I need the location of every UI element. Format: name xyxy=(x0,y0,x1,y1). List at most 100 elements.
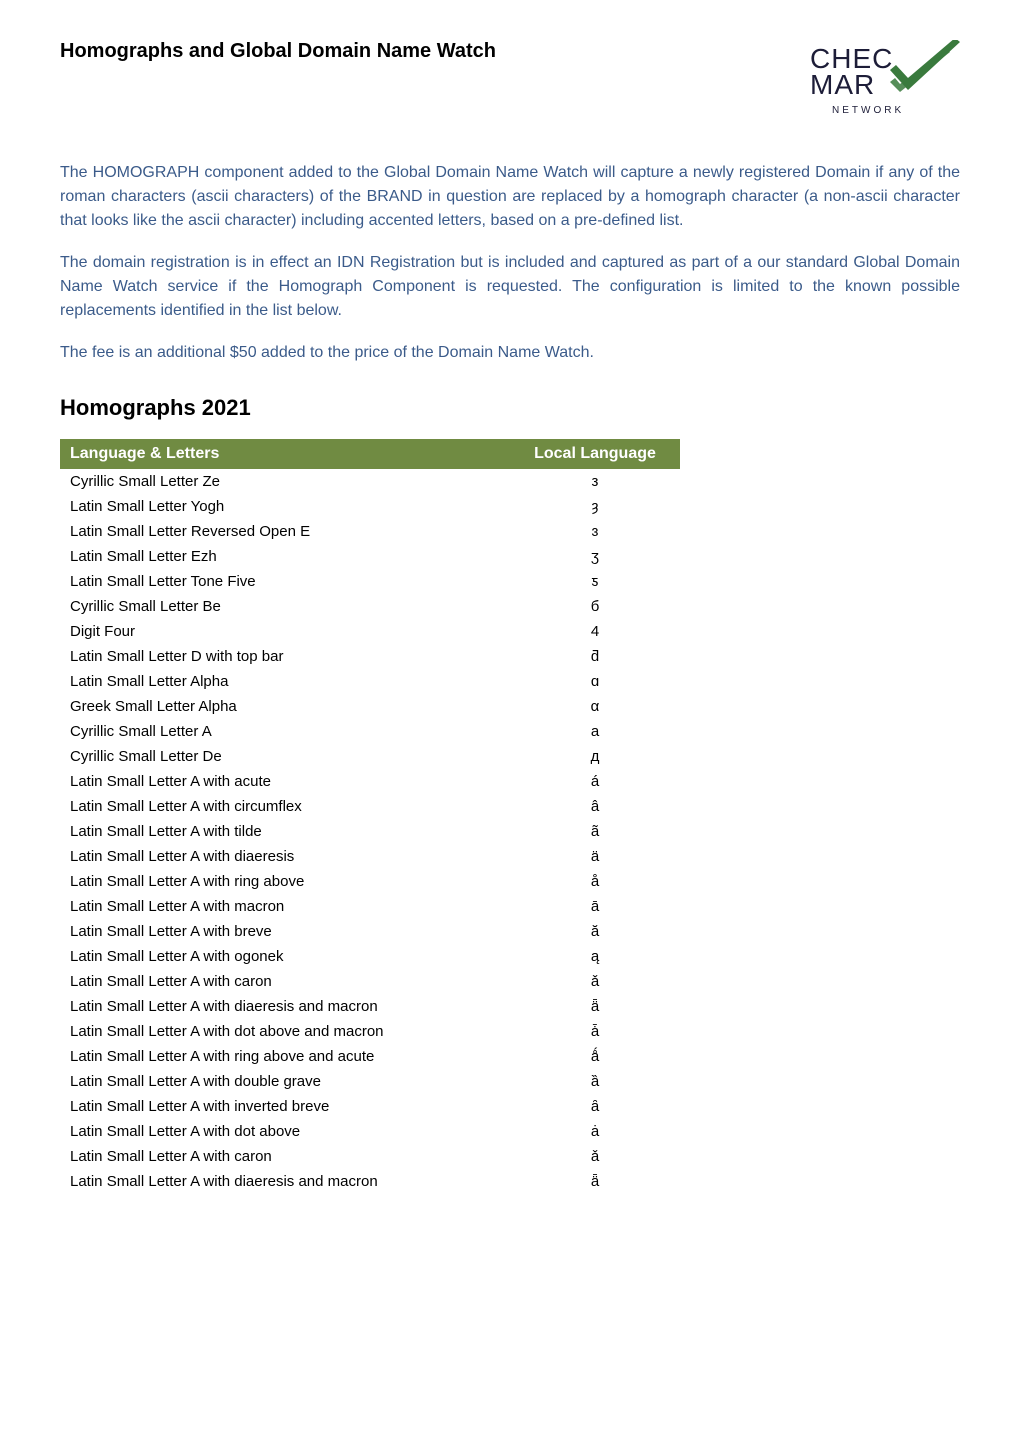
table-row: Latin Small Letter Alphaɑ xyxy=(60,669,680,694)
row-local-char: ȁ xyxy=(510,1069,680,1094)
table-row: Latin Small Letter A with acuteá xyxy=(60,769,680,794)
row-language-letters: Latin Small Letter A with caron xyxy=(60,1144,510,1169)
row-language-letters: Cyrillic Small Letter Ze xyxy=(60,469,510,494)
row-local-char: ɑ xyxy=(510,669,680,694)
table-row: Digit Four4 xyxy=(60,619,680,644)
table-row: Latin Small Letter A with ring aboveå xyxy=(60,869,680,894)
row-language-letters: Latin Small Letter A with breve xyxy=(60,919,510,944)
svg-text:MAR: MAR xyxy=(810,69,875,100)
row-local-char: ȃ xyxy=(510,1094,680,1119)
table-row: Latin Small Letter Reversed Open Eɜ xyxy=(60,519,680,544)
section-heading: Homographs 2021 xyxy=(60,395,960,421)
row-language-letters: Latin Small Letter Ezh xyxy=(60,544,510,569)
table-row: Latin Small Letter A with dot above and … xyxy=(60,1019,680,1044)
row-local-char: å xyxy=(510,869,680,894)
row-local-char: α xyxy=(510,694,680,719)
row-local-char: ɜ xyxy=(510,519,680,544)
row-language-letters: Latin Small Letter Reversed Open E xyxy=(60,519,510,544)
row-local-char: ǎ xyxy=(510,1144,680,1169)
row-language-letters: Latin Small Letter A with double grave xyxy=(60,1069,510,1094)
row-local-char: ǎ xyxy=(510,969,680,994)
col-header-language: Language & Letters xyxy=(60,439,510,469)
row-local-char: ā xyxy=(510,894,680,919)
table-row: Latin Small Letter A with ring above and… xyxy=(60,1044,680,1069)
row-language-letters: Latin Small Letter Alpha xyxy=(60,669,510,694)
table-row: Latin Small Letter A with dot aboveȧ xyxy=(60,1119,680,1144)
row-local-char: ȝ xyxy=(510,494,680,519)
table-row: Cyrillic Small Letter Beб xyxy=(60,594,680,619)
checkmark-logo-icon: CHEC MAR NETWORK xyxy=(810,40,960,125)
svg-text:NETWORK: NETWORK xyxy=(832,105,904,116)
row-language-letters: Latin Small Letter D with top bar xyxy=(60,644,510,669)
table-row: Latin Small Letter A with ogoneką xyxy=(60,944,680,969)
row-language-letters: Latin Small Letter A with tilde xyxy=(60,819,510,844)
intro-paragraph-2: The domain registration is in effect an … xyxy=(60,251,960,323)
table-row: Latin Small Letter A with caronǎ xyxy=(60,1144,680,1169)
table-row: Latin Small Letter A with macronā xyxy=(60,894,680,919)
intro-paragraph-1: The HOMOGRAPH component added to the Glo… xyxy=(60,161,960,233)
row-local-char: ą xyxy=(510,944,680,969)
row-language-letters: Latin Small Letter A with macron xyxy=(60,894,510,919)
homograph-table: Language & Letters Local Language Cyrill… xyxy=(60,439,680,1194)
table-row: Cyrillic Small Letter Zeз xyxy=(60,469,680,494)
row-local-char: ǟ xyxy=(510,1169,680,1194)
row-local-char: д xyxy=(510,744,680,769)
row-language-letters: Latin Small Letter A with caron xyxy=(60,969,510,994)
logo: CHEC MAR NETWORK xyxy=(810,40,960,125)
page-title: Homographs and Global Domain Name Watch xyxy=(60,40,496,63)
row-local-char: ȧ xyxy=(510,1119,680,1144)
table-row: Greek Small Letter Alphaα xyxy=(60,694,680,719)
row-language-letters: Cyrillic Small Letter A xyxy=(60,719,510,744)
table-row: Latin Small Letter A with diaeresisä xyxy=(60,844,680,869)
intro-paragraph-3: The fee is an additional $50 added to th… xyxy=(60,341,960,365)
table-row: Latin Small Letter A with caronǎ xyxy=(60,969,680,994)
row-language-letters: Latin Small Letter A with dot above xyxy=(60,1119,510,1144)
row-local-char: ƽ xyxy=(510,569,680,594)
row-language-letters: Latin Small Letter A with diaeresis xyxy=(60,844,510,869)
row-language-letters: Digit Four xyxy=(60,619,510,644)
table-row: Latin Small Letter A with circumflexâ xyxy=(60,794,680,819)
row-local-char: á xyxy=(510,769,680,794)
row-language-letters: Latin Small Letter A with ring above and… xyxy=(60,1044,510,1069)
row-language-letters: Latin Small Letter Tone Five xyxy=(60,569,510,594)
row-local-char: ä xyxy=(510,844,680,869)
row-language-letters: Cyrillic Small Letter De xyxy=(60,744,510,769)
row-language-letters: Greek Small Letter Alpha xyxy=(60,694,510,719)
table-row: Latin Small Letter Yoghȝ xyxy=(60,494,680,519)
header: Homographs and Global Domain Name Watch … xyxy=(60,40,960,125)
row-local-char: ƌ xyxy=(510,644,680,669)
table-row: Latin Small Letter A with diaeresis and … xyxy=(60,994,680,1019)
table-row: Latin Small Letter Ezhʒ xyxy=(60,544,680,569)
row-language-letters: Latin Small Letter A with diaeresis and … xyxy=(60,994,510,1019)
row-local-char: â xyxy=(510,794,680,819)
row-local-char: ã xyxy=(510,819,680,844)
col-header-local: Local Language xyxy=(510,439,680,469)
table-row: Latin Small Letter A with diaeresis and … xyxy=(60,1169,680,1194)
table-row: Latin Small Letter A with breveă xyxy=(60,919,680,944)
row-local-char: ǡ xyxy=(510,1019,680,1044)
row-local-char: ʒ xyxy=(510,544,680,569)
row-local-char: з xyxy=(510,469,680,494)
table-row: Latin Small Letter Tone Fiveƽ xyxy=(60,569,680,594)
row-language-letters: Latin Small Letter A with diaeresis and … xyxy=(60,1169,510,1194)
table-header-row: Language & Letters Local Language xyxy=(60,439,680,469)
row-language-letters: Latin Small Letter A with circumflex xyxy=(60,794,510,819)
table-row: Latin Small Letter A with tildeã xyxy=(60,819,680,844)
row-language-letters: Cyrillic Small Letter Be xyxy=(60,594,510,619)
row-local-char: а xyxy=(510,719,680,744)
row-local-char: ǟ xyxy=(510,994,680,1019)
row-local-char: 4 xyxy=(510,619,680,644)
row-language-letters: Latin Small Letter A with ogonek xyxy=(60,944,510,969)
table-row: Latin Small Letter D with top barƌ xyxy=(60,644,680,669)
row-local-char: ă xyxy=(510,919,680,944)
row-language-letters: Latin Small Letter A with inverted breve xyxy=(60,1094,510,1119)
row-language-letters: Latin Small Letter A with dot above and … xyxy=(60,1019,510,1044)
table-row: Cyrillic Small Letter Aа xyxy=(60,719,680,744)
table-row: Latin Small Letter A with inverted breve… xyxy=(60,1094,680,1119)
row-local-char: б xyxy=(510,594,680,619)
row-local-char: ǻ xyxy=(510,1044,680,1069)
table-row: Latin Small Letter A with double graveȁ xyxy=(60,1069,680,1094)
row-language-letters: Latin Small Letter A with ring above xyxy=(60,869,510,894)
row-language-letters: Latin Small Letter Yogh xyxy=(60,494,510,519)
table-row: Cyrillic Small Letter Deд xyxy=(60,744,680,769)
